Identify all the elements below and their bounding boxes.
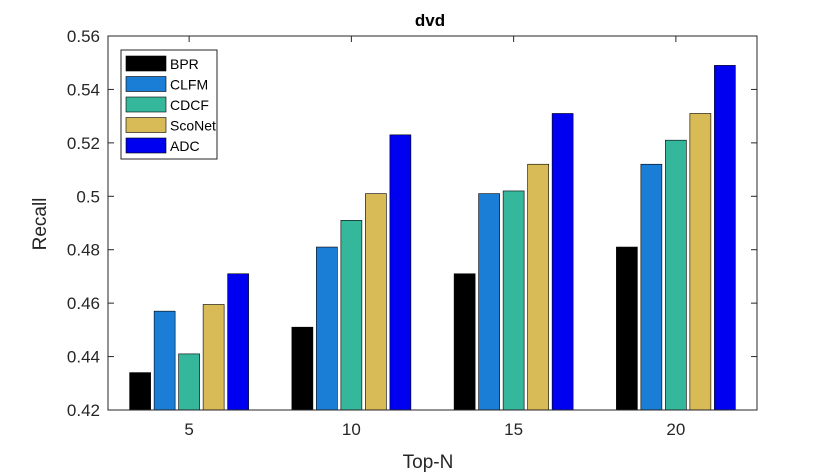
bar-adc-5 bbox=[227, 273, 249, 411]
x-tick-label: 5 bbox=[184, 420, 193, 439]
y-tick-label: 0.48 bbox=[67, 241, 100, 260]
legend-label-adc: ADC bbox=[170, 138, 200, 154]
bar-sconet-5 bbox=[202, 304, 225, 411]
bar-sconet-15 bbox=[527, 163, 549, 411]
legend-swatch-bpr bbox=[125, 55, 167, 72]
legend-swatch-sconet bbox=[125, 117, 167, 133]
bar-cdcf-20 bbox=[665, 139, 687, 411]
bar-cdcf-10 bbox=[340, 220, 363, 411]
bar-adc-10 bbox=[389, 134, 412, 411]
legend-swatch-cdcf bbox=[125, 96, 167, 113]
bar-clfm-5 bbox=[153, 310, 176, 411]
legend-swatch-adc bbox=[125, 137, 167, 154]
bar-bpr-5 bbox=[129, 372, 151, 411]
legend-label-cdcf: CDCF bbox=[170, 97, 209, 113]
bar-bpr-15 bbox=[453, 273, 476, 411]
y-tick-label: 0.42 bbox=[67, 401, 100, 420]
bar-adc-20 bbox=[714, 65, 736, 411]
x-tick-label: 20 bbox=[666, 420, 685, 439]
y-axis-label: Recall bbox=[30, 198, 51, 251]
y-tick-label: 0.44 bbox=[67, 348, 100, 367]
bar-sconet-10 bbox=[365, 193, 387, 411]
bar-clfm-10 bbox=[316, 246, 338, 411]
legend-label-sconet: ScoNet bbox=[170, 118, 216, 134]
x-axis-label: Top-N bbox=[403, 452, 454, 473]
legend: BPR CLFM CDCF ScoNet ADC bbox=[120, 49, 218, 160]
bar-clfm-20 bbox=[640, 163, 663, 411]
legend-label-clfm: CLFM bbox=[170, 77, 208, 93]
bar-bpr-20 bbox=[616, 246, 638, 411]
bar-adc-15 bbox=[551, 113, 574, 411]
chart-title: dvd bbox=[415, 11, 445, 30]
x-tick-label: 10 bbox=[342, 420, 361, 439]
legend-swatch-clfm bbox=[125, 76, 167, 92]
bar-bpr-10 bbox=[291, 326, 314, 411]
bar-cdcf-5 bbox=[178, 353, 200, 411]
x-tick-label: 15 bbox=[504, 420, 523, 439]
y-tick-label: 0.52 bbox=[67, 134, 100, 153]
y-tick-label: 0.54 bbox=[67, 80, 100, 99]
bar-clfm-15 bbox=[478, 193, 500, 411]
plot-area-frame bbox=[107, 35, 758, 411]
y-tick-label: 0.46 bbox=[67, 294, 100, 313]
bar-cdcf-15 bbox=[502, 190, 525, 411]
y-tick-label: 0.56 bbox=[67, 27, 100, 46]
bar-sconet-20 bbox=[689, 113, 712, 411]
legend-label-bpr: BPR bbox=[170, 56, 199, 72]
y-tick-label: 0.5 bbox=[76, 187, 100, 206]
